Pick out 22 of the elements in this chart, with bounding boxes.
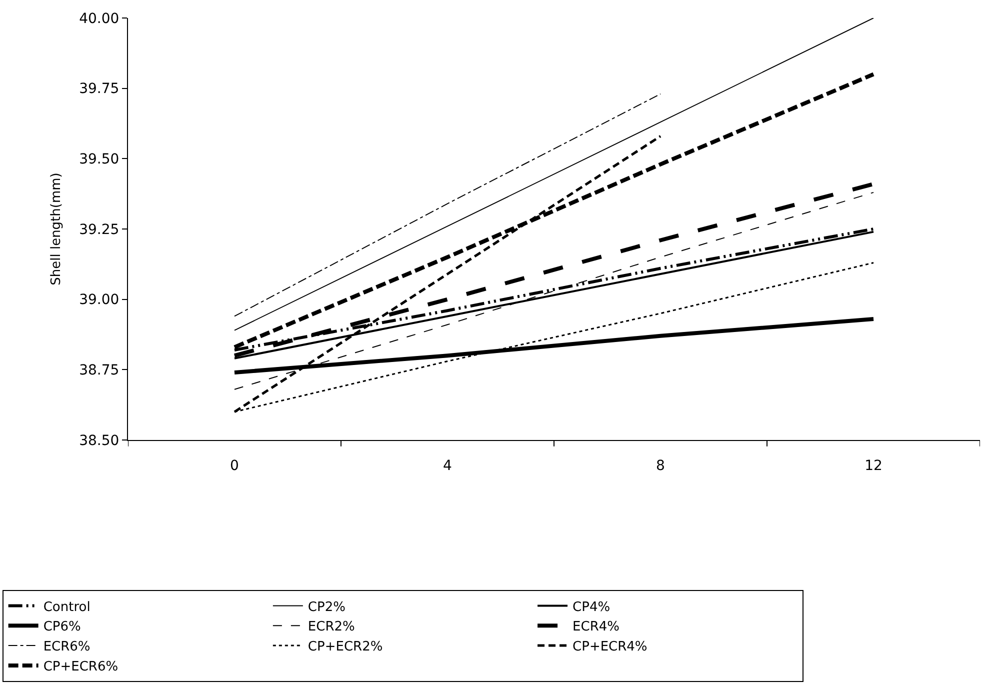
y-tick-label: 39.50 xyxy=(79,152,120,168)
y-tick-label: 38.50 xyxy=(79,432,120,449)
x-tick-label: 0 xyxy=(230,458,239,474)
legend-label: CP+ECR4% xyxy=(572,640,648,655)
x-tick-label: 4 xyxy=(443,458,452,474)
legend-label: CP6% xyxy=(43,620,81,635)
legend-label: ECR4% xyxy=(572,620,620,635)
legend-label: CP4% xyxy=(572,600,610,615)
legend-label: CP+ECR6% xyxy=(43,660,118,675)
y-tick-label: 40.00 xyxy=(79,10,120,27)
y-axis-title: Shell length(mm) xyxy=(49,172,64,286)
legend-label: CP2% xyxy=(308,600,346,615)
y-tick-label: 38.75 xyxy=(79,362,120,379)
x-tick-label: 12 xyxy=(864,458,882,474)
legend-label: ECR2% xyxy=(308,620,355,635)
y-tick-label: 39.25 xyxy=(79,222,120,238)
legend-label: CP+ECR2% xyxy=(308,640,383,655)
legend-label: ECR6% xyxy=(43,640,90,655)
legend-label: Control xyxy=(43,600,90,615)
y-tick-label: 39.75 xyxy=(79,81,120,98)
x-tick-label: 8 xyxy=(656,458,665,474)
y-tick-label: 39.00 xyxy=(79,292,120,308)
